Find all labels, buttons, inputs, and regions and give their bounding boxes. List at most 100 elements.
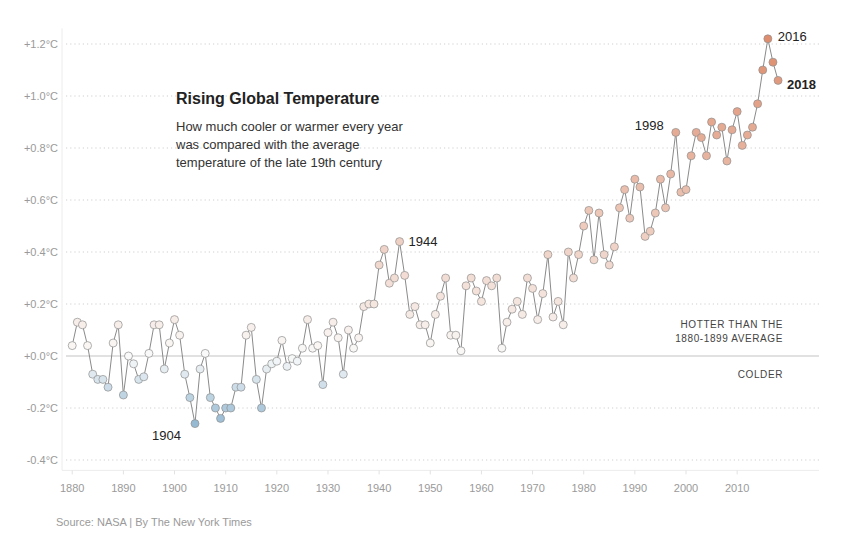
zero-label-below: COLDER (738, 369, 783, 380)
data-point (114, 321, 122, 329)
data-point (171, 316, 179, 324)
annotation: 1904 (152, 428, 181, 443)
data-point (247, 323, 255, 331)
data-point (605, 261, 613, 269)
data-point (498, 344, 506, 352)
data-point (242, 331, 250, 339)
data-point (687, 152, 695, 160)
annotation: 1944 (409, 234, 438, 249)
data-point (273, 357, 281, 365)
data-point (165, 339, 173, 347)
data-point (662, 204, 670, 212)
data-point (401, 271, 409, 279)
x-tick (225, 470, 226, 474)
x-tick (532, 470, 533, 474)
grid-line (66, 460, 819, 461)
data-point (334, 334, 342, 342)
data-point (119, 391, 127, 399)
data-point (774, 76, 782, 84)
data-point (667, 170, 675, 178)
grid-line (66, 44, 819, 45)
annotation: 2018 (787, 77, 816, 92)
data-point (733, 108, 741, 116)
data-point (656, 175, 664, 183)
data-point (252, 375, 260, 383)
data-point (99, 375, 107, 383)
data-point (595, 209, 603, 217)
data-point (759, 66, 767, 74)
data-point (411, 303, 419, 311)
data-point (621, 186, 629, 194)
data-point (237, 383, 245, 391)
data-point (539, 290, 547, 298)
data-point (503, 318, 511, 326)
data-point (743, 131, 751, 139)
data-point (176, 331, 184, 339)
data-point (718, 123, 726, 131)
data-point (130, 360, 138, 368)
data-point (68, 342, 76, 350)
data-point (764, 35, 772, 43)
x-tick-label: 1970 (520, 482, 544, 494)
y-tick-label: -0.2°C (27, 402, 58, 414)
data-point (124, 352, 132, 360)
data-point (728, 126, 736, 134)
data-point (723, 157, 731, 165)
data-point (304, 316, 312, 324)
data-point (513, 297, 521, 305)
data-point (390, 274, 398, 282)
data-point (559, 321, 567, 329)
data-point (380, 245, 388, 253)
source: Source: NASA | By The New York Times (56, 516, 252, 528)
data-point (610, 243, 618, 251)
data-point (569, 274, 577, 282)
grid-line (66, 408, 819, 409)
x-tick (174, 470, 175, 474)
annotation: 2016 (778, 29, 807, 44)
title: Rising Global Temperature (176, 90, 379, 107)
subtitle: How much cooler or warmer every year (176, 119, 404, 134)
x-tick (737, 470, 738, 474)
x-tick-label: 1960 (469, 482, 493, 494)
data-point (452, 331, 460, 339)
data-point (631, 175, 639, 183)
data-point (84, 342, 92, 350)
data-point (580, 222, 588, 230)
x-tick-label: 1950 (418, 482, 442, 494)
data-point (375, 261, 383, 269)
data-point (442, 274, 450, 282)
grid-line (66, 200, 819, 201)
x-tick (276, 470, 277, 474)
x-tick (481, 470, 482, 474)
data-point (109, 339, 117, 347)
data-point (493, 274, 501, 282)
data-point (769, 58, 777, 66)
data-point (682, 186, 690, 194)
y-tick-label: +1.2°C (24, 38, 58, 50)
data-point (339, 370, 347, 378)
grid-line (66, 252, 819, 253)
data-point (462, 282, 470, 290)
y-tick-label: +0.6°C (24, 194, 58, 206)
x-tick-label: 1980 (571, 482, 595, 494)
grid-line (66, 304, 819, 305)
data-point (283, 362, 291, 370)
data-point (564, 248, 572, 256)
data-point (754, 100, 762, 108)
data-point (201, 349, 209, 357)
data-point (350, 344, 358, 352)
data-point (508, 305, 516, 313)
x-tick (72, 470, 73, 474)
data-point (529, 284, 537, 292)
x-tick (379, 470, 380, 474)
y-tick-label: +0.2°C (24, 298, 58, 310)
data-point (523, 274, 531, 282)
data-point (651, 209, 659, 217)
data-point (426, 339, 434, 347)
data-point (697, 134, 705, 142)
data-point (145, 349, 153, 357)
data-point (329, 318, 337, 326)
data-point (314, 342, 322, 350)
data-point (211, 404, 219, 412)
x-tick-label: 1930 (316, 482, 340, 494)
